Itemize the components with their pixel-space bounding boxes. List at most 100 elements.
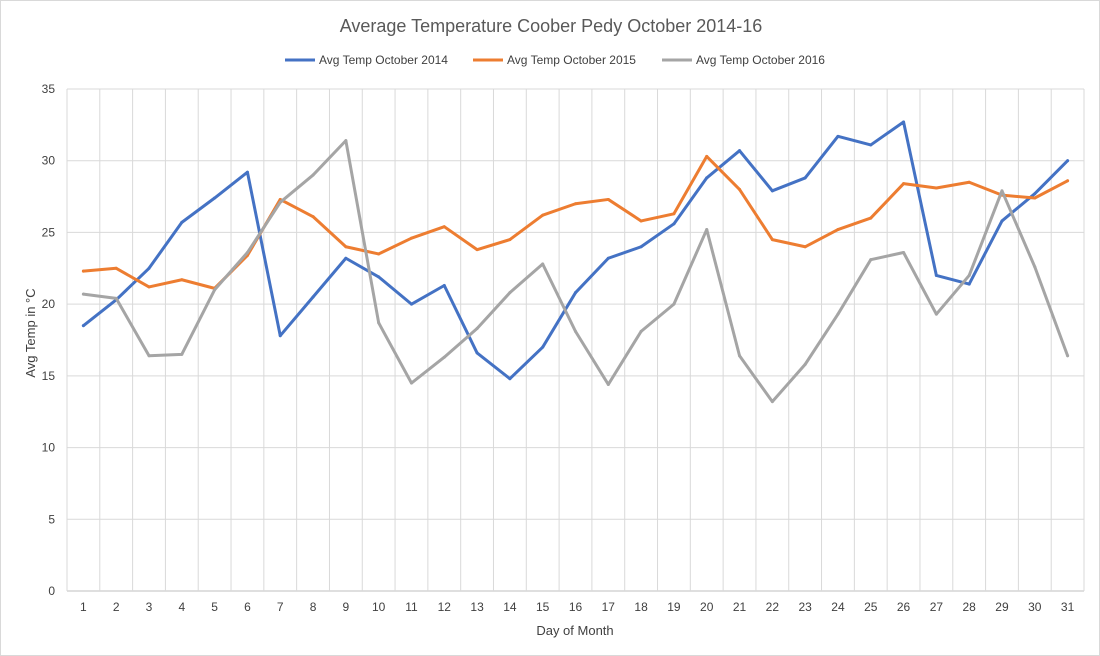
y-tick-label: 25 (42, 225, 56, 239)
y-tick-label: 15 (42, 369, 56, 383)
x-tick-label: 11 (405, 600, 418, 614)
x-tick-label: 6 (244, 600, 251, 614)
data-point (705, 154, 709, 158)
legend-label: Avg Temp October 2014 (319, 53, 448, 67)
data-point (409, 381, 413, 385)
data-point (606, 256, 610, 260)
data-point (639, 219, 643, 223)
x-tick-label: 14 (503, 600, 517, 614)
gridlines (66, 88, 1085, 592)
x-tick-label: 17 (602, 600, 616, 614)
data-point (213, 196, 217, 200)
legend: Avg Temp October 2014 Avg Temp October 20… (285, 53, 825, 67)
x-tick-label: 5 (211, 600, 218, 614)
data-point (738, 354, 742, 358)
x-tick-label: 23 (798, 600, 812, 614)
data-point (213, 288, 217, 292)
data-point (311, 215, 315, 219)
data-point (377, 321, 381, 325)
series-1 (81, 120, 1070, 381)
data-point (508, 377, 512, 381)
series-2 (81, 154, 1070, 290)
x-tick-label: 7 (277, 600, 284, 614)
data-point (442, 225, 446, 229)
data-point (1033, 265, 1037, 269)
data-point (147, 354, 151, 358)
data-point (1033, 192, 1037, 196)
data-point (81, 292, 85, 296)
data-point (902, 251, 906, 255)
y-axis: 0 5 10 15 20 25 30 35 (42, 82, 56, 598)
data-point (967, 180, 971, 184)
data-point (409, 236, 413, 240)
data-point (606, 382, 610, 386)
legend-label: Avg Temp October 2016 (696, 53, 825, 67)
x-tick-label: 9 (343, 600, 350, 614)
data-point (639, 245, 643, 249)
data-point (180, 220, 184, 224)
data-point (377, 252, 381, 256)
y-tick-label: 10 (42, 441, 56, 455)
data-point (377, 275, 381, 279)
legend-item: Avg Temp October 2016 (662, 53, 825, 67)
data-point (81, 324, 85, 328)
data-point (442, 283, 446, 287)
data-point (541, 345, 545, 349)
data-point (442, 355, 446, 359)
x-tick-label: 12 (438, 600, 452, 614)
data-point (738, 187, 742, 191)
data-point (803, 245, 807, 249)
data-point (245, 170, 249, 174)
data-point (1066, 179, 1070, 183)
data-point (147, 285, 151, 289)
x-tick-label: 8 (310, 600, 317, 614)
data-point (705, 228, 709, 232)
data-point (705, 176, 709, 180)
x-tick-label: 3 (146, 600, 153, 614)
x-tick-label: 2 (113, 600, 120, 614)
x-tick-label: 29 (995, 600, 1009, 614)
data-point (180, 352, 184, 356)
data-point (869, 143, 873, 147)
data-point (541, 262, 545, 266)
data-point (836, 228, 840, 232)
x-tick-label: 22 (766, 600, 780, 614)
data-point (114, 266, 118, 270)
data-point (147, 266, 151, 270)
data-point (902, 182, 906, 186)
x-tick-label: 15 (536, 600, 550, 614)
data-point (934, 312, 938, 316)
data-point (902, 120, 906, 124)
y-tick-label: 5 (48, 512, 55, 526)
data-point (574, 291, 577, 295)
x-tick-label: 26 (897, 600, 911, 614)
data-point (836, 312, 840, 316)
data-point (869, 258, 873, 262)
legend-item: Avg Temp October 2015 (473, 53, 636, 67)
data-point (869, 216, 873, 220)
data-point (278, 200, 282, 204)
data-point (770, 400, 774, 404)
data-point (1066, 354, 1070, 358)
data-point (967, 273, 971, 277)
series-group (81, 120, 1070, 404)
data-point (967, 282, 971, 286)
data-point (409, 302, 413, 306)
y-tick-label: 0 (48, 584, 55, 598)
data-point (574, 202, 577, 206)
x-tick-label: 1 (80, 600, 87, 614)
data-point (738, 149, 742, 153)
x-tick-label: 21 (733, 600, 747, 614)
data-point (1000, 189, 1004, 193)
data-point (934, 186, 938, 190)
data-point (770, 189, 774, 193)
data-point (475, 248, 479, 252)
y-tick-label: 35 (42, 82, 56, 96)
data-point (1000, 219, 1004, 223)
data-point (475, 351, 479, 355)
data-point (836, 134, 840, 138)
data-point (245, 251, 249, 255)
x-tick-label: 27 (930, 600, 944, 614)
data-point (81, 269, 85, 273)
